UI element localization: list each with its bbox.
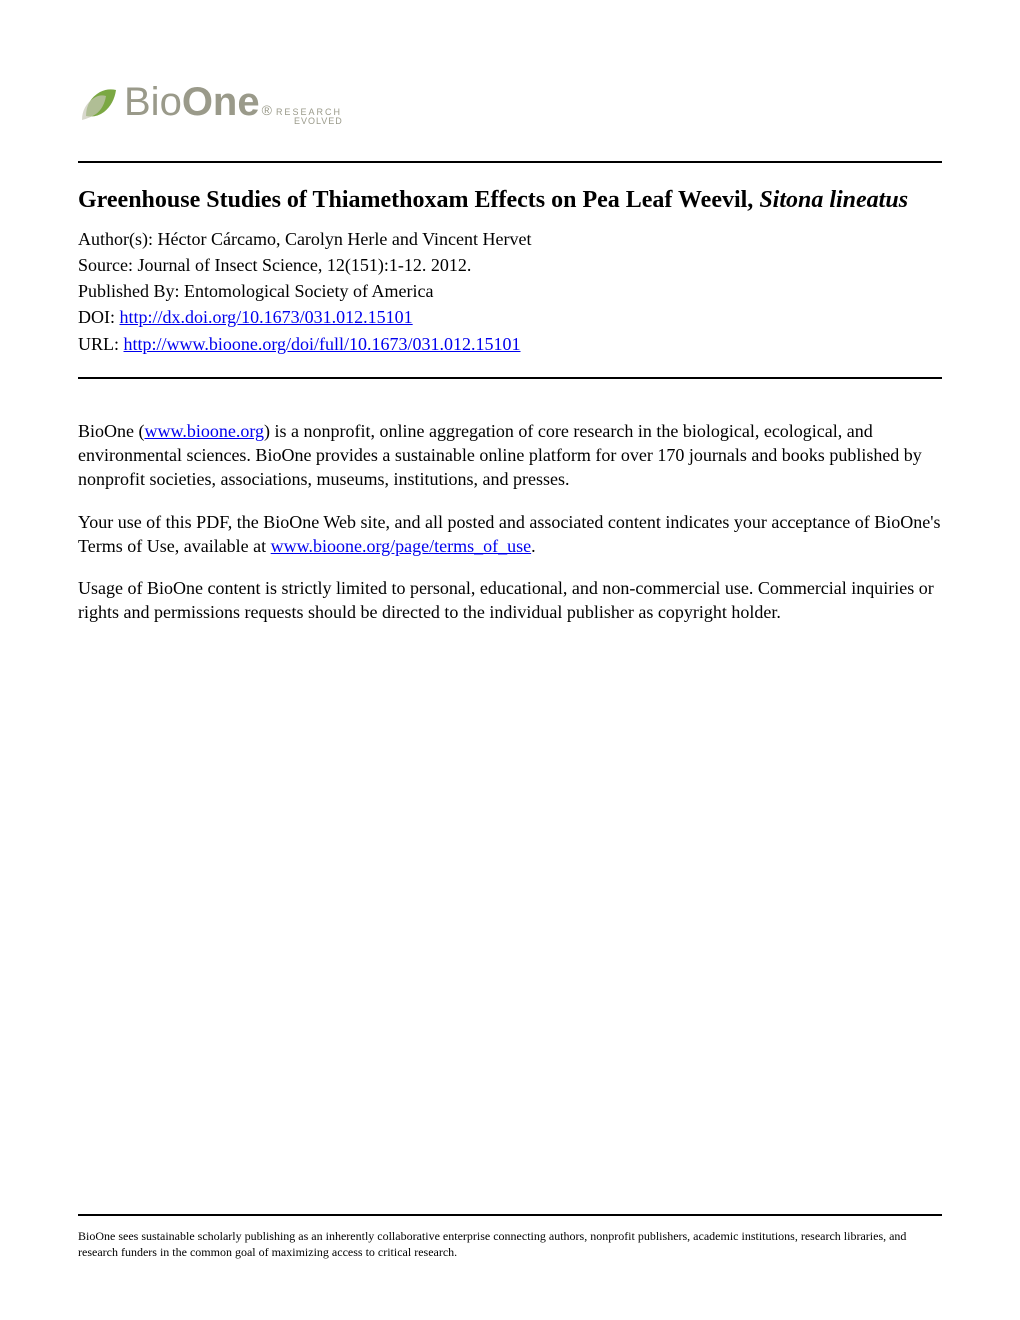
doi-link[interactable]: http://dx.doi.org/10.1673/031.012.15101	[120, 307, 413, 327]
logo-container: Bio One ® RESEARCH EVOLVED	[78, 80, 942, 126]
meta-block: Author(s): Héctor Cárcamo, Carolyn Herle…	[78, 226, 942, 356]
footer: BioOne sees sustainable scholarly publis…	[78, 1214, 942, 1260]
footer-divider	[78, 1214, 942, 1216]
title-main: Greenhouse Studies of Thiamethoxam Effec…	[78, 187, 759, 213]
doi-label: DOI:	[78, 307, 120, 327]
bioone-logo: Bio One ® RESEARCH EVOLVED	[78, 80, 942, 126]
top-divider	[78, 161, 942, 163]
doi-line: DOI: http://dx.doi.org/10.1673/031.012.1…	[78, 304, 942, 330]
url-link[interactable]: http://www.bioone.org/doi/full/10.1673/0…	[124, 334, 521, 354]
footer-text: BioOne sees sustainable scholarly publis…	[78, 1228, 942, 1260]
url-line: URL: http://www.bioone.org/doi/full/10.1…	[78, 331, 942, 357]
logo-one: One	[182, 80, 260, 125]
source-value: Journal of Insect Science, 12(151):1-12.…	[137, 255, 471, 275]
title-section: Greenhouse Studies of Thiamethoxam Effec…	[78, 185, 942, 216]
logo-registered: ®	[262, 102, 272, 118]
about-paragraph-1: BioOne (www.bioone.org) is a nonprofit, …	[78, 419, 942, 492]
url-label: URL:	[78, 334, 124, 354]
logo-bio: Bio	[124, 80, 182, 125]
paper-title: Greenhouse Studies of Thiamethoxam Effec…	[78, 185, 942, 216]
published-line: Published By: Entomological Society of A…	[78, 278, 942, 304]
published-value: Entomological Society of America	[184, 281, 433, 301]
mid-divider	[78, 377, 942, 379]
authors-value: Héctor Cárcamo, Carolyn Herle and Vincen…	[158, 229, 532, 249]
logo-text: Bio One ® RESEARCH EVOLVED	[124, 80, 343, 126]
about-p2-post: .	[531, 536, 536, 556]
leaf-icon	[78, 82, 120, 124]
authors-line: Author(s): Héctor Cárcamo, Carolyn Herle…	[78, 226, 942, 252]
source-label: Source:	[78, 255, 137, 275]
logo-tagline: RESEARCH EVOLVED	[276, 108, 343, 126]
logo-evolved: EVOLVED	[294, 117, 343, 126]
authors-label: Author(s):	[78, 229, 158, 249]
about-p1-pre: BioOne (	[78, 421, 145, 441]
terms-link[interactable]: www.bioone.org/page/terms_of_use	[271, 536, 531, 556]
title-species: Sitona lineatus	[759, 187, 908, 213]
about-paragraph-2: Your use of this PDF, the BioOne Web sit…	[78, 510, 942, 559]
bioone-home-link[interactable]: www.bioone.org	[145, 421, 265, 441]
about-section: BioOne (www.bioone.org) is a nonprofit, …	[78, 419, 942, 625]
published-label: Published By:	[78, 281, 184, 301]
about-paragraph-3: Usage of BioOne content is strictly limi…	[78, 576, 942, 625]
source-line: Source: Journal of Insect Science, 12(15…	[78, 252, 942, 278]
